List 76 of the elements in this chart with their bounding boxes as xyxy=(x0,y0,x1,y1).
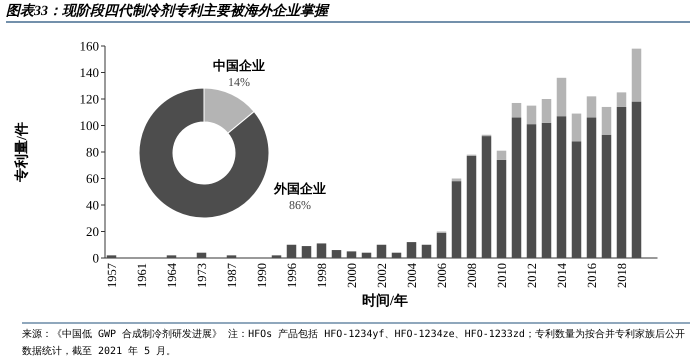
bar xyxy=(406,242,416,258)
bar xyxy=(586,118,596,258)
bar xyxy=(616,106,626,258)
y-tick-label: 60 xyxy=(86,171,99,186)
y-tick-label: 40 xyxy=(86,198,99,212)
y-tick-label: 100 xyxy=(80,118,99,133)
x-axis-title: 时间/年 xyxy=(362,293,408,309)
y-axis-title: 专利量/件 xyxy=(13,122,30,183)
source-note: 来源：《中国低 GWP 合成制冷剂研发进展》 注：HFOs 产品包括 HFO-1234yf、HFO-1234ze、HFO-1233zd；专利数量为按合并专利家族后公开数据统计，截至 2021 年 5 月。 xyxy=(22,328,686,359)
bar xyxy=(542,122,552,258)
x-tick-label: 2010 xyxy=(495,263,509,288)
donut-slice xyxy=(138,88,270,218)
bar xyxy=(452,181,462,258)
bar xyxy=(512,102,522,118)
bar xyxy=(376,244,386,258)
bar xyxy=(482,136,492,258)
slice-label: 中国企业 xyxy=(213,58,265,73)
bar xyxy=(452,178,462,182)
x-tick-label: 2002 xyxy=(375,263,389,288)
x-tick-label: 1998 xyxy=(315,263,329,288)
bar xyxy=(602,134,612,258)
bar xyxy=(422,244,432,258)
bar xyxy=(392,252,402,258)
bar xyxy=(362,252,372,258)
bar xyxy=(586,96,596,118)
bar xyxy=(226,255,236,258)
bar xyxy=(556,116,566,258)
y-tick-label: 80 xyxy=(86,144,99,160)
chart-title: 图表33：现阶段四代制冷剂专利主要被海外企业掌握 xyxy=(6,2,330,19)
bar xyxy=(632,102,642,258)
x-tick-label: 2006 xyxy=(435,263,449,288)
bar xyxy=(526,106,536,124)
bar xyxy=(466,156,476,258)
bar xyxy=(166,255,176,258)
x-tick-label: 2018 xyxy=(615,263,629,288)
bar xyxy=(572,114,582,142)
bar xyxy=(302,246,312,258)
x-tick-label: 2000 xyxy=(345,263,359,288)
bar xyxy=(286,244,296,258)
x-tick-label: 1996 xyxy=(285,263,299,288)
bar xyxy=(332,250,342,258)
y-tick-label: 0 xyxy=(92,250,99,266)
bar xyxy=(106,255,116,258)
x-tick-label: 2008 xyxy=(465,263,479,288)
y-tick-label: 20 xyxy=(86,224,99,239)
bar xyxy=(496,150,506,160)
bar xyxy=(196,252,206,258)
bar xyxy=(436,232,446,258)
bar xyxy=(496,160,506,258)
bar xyxy=(542,99,552,123)
data-label: 14% xyxy=(228,75,250,89)
x-tick-label: 2012 xyxy=(525,263,539,288)
bar xyxy=(526,124,536,258)
bar xyxy=(512,118,522,258)
x-tick-label: 1973 xyxy=(195,263,209,288)
bar xyxy=(602,106,612,135)
x-tick-label: 2014 xyxy=(555,262,569,288)
y-tick-label: 120 xyxy=(80,92,99,106)
data-label: 86% xyxy=(289,198,311,212)
bar xyxy=(316,243,326,258)
bar xyxy=(346,251,356,258)
bar xyxy=(572,141,582,258)
x-tick-label: 2004 xyxy=(405,262,419,288)
slice-label: 外国企业 xyxy=(273,181,326,196)
bar xyxy=(632,48,642,102)
x-tick-label: 1964 xyxy=(165,262,179,288)
x-tick-label: 1961 xyxy=(135,263,149,288)
y-tick-label: 140 xyxy=(80,65,99,80)
x-tick-label: 1957 xyxy=(105,263,119,288)
bar xyxy=(556,78,566,116)
bar xyxy=(272,255,282,258)
x-tick-label: 1990 xyxy=(255,263,269,288)
bar xyxy=(616,92,626,107)
x-tick-label: 1987 xyxy=(225,263,239,288)
y-tick-label: 160 xyxy=(80,38,99,54)
x-tick-label: 2016 xyxy=(585,263,599,288)
